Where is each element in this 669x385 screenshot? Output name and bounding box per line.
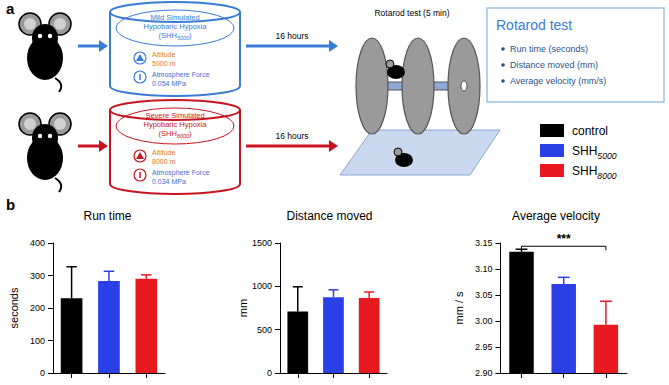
svg-text:Hypobaric Hypoxia: Hypobaric Hypoxia [144, 22, 208, 31]
svg-text:a: a [6, 0, 15, 17]
svg-text:***: *** [557, 232, 571, 246]
svg-text:Average velocity (mm/s): Average velocity (mm/s) [510, 76, 606, 86]
svg-text:b: b [6, 196, 15, 213]
svg-text:Mild Simulated: Mild Simulated [150, 13, 199, 22]
svg-text:5000 m: 5000 m [152, 60, 176, 67]
svg-text:mm: mm [237, 299, 249, 317]
svg-text:Atmosphere Force: Atmosphere Force [152, 71, 210, 79]
svg-text:Hypobaric Hypoxia: Hypobaric Hypoxia [144, 120, 208, 129]
svg-text:mm / s: mm / s [453, 291, 465, 324]
svg-text:Run time (seconds): Run time (seconds) [510, 44, 588, 54]
svg-text:200: 200 [30, 303, 45, 313]
svg-text:2.90: 2.90 [475, 368, 493, 378]
svg-text:control: control [572, 124, 608, 138]
svg-text:1000: 1000 [252, 281, 272, 291]
svg-text:3.10: 3.10 [475, 264, 493, 274]
svg-text:3.05: 3.05 [475, 290, 493, 300]
svg-text:16 hours: 16 hours [275, 31, 308, 41]
svg-text:Altitude: Altitude [152, 149, 175, 156]
svg-text:0.054 MPa: 0.054 MPa [152, 80, 186, 87]
svg-text:8000 m: 8000 m [152, 158, 176, 165]
svg-text:1500: 1500 [252, 238, 272, 248]
svg-text:(SHH8000): (SHH8000) [159, 129, 192, 139]
svg-text:16 hours: 16 hours [275, 131, 308, 141]
svg-text:Altitude: Altitude [152, 51, 175, 58]
svg-text:0.034 MPa: 0.034 MPa [152, 178, 186, 185]
svg-text:100: 100 [30, 336, 45, 346]
svg-text:0: 0 [40, 368, 45, 378]
svg-text:Distance moved (mm): Distance moved (mm) [510, 60, 598, 70]
svg-text:3.00: 3.00 [475, 316, 493, 326]
svg-text:seconds: seconds [8, 287, 20, 328]
svg-text:Rotarod test: Rotarod test [496, 17, 572, 33]
svg-text:500: 500 [257, 325, 272, 335]
svg-text:Distance moved: Distance moved [286, 209, 372, 223]
svg-text:2.95: 2.95 [475, 342, 493, 352]
svg-text:Average velocity: Average velocity [512, 209, 600, 223]
svg-text:Rotarod test (5 min): Rotarod test (5 min) [374, 8, 449, 18]
svg-text:3.15: 3.15 [475, 238, 493, 248]
svg-text:(SHH5000): (SHH5000) [159, 31, 192, 41]
svg-text:400: 400 [30, 238, 45, 248]
svg-text:SHH5000: SHH5000 [572, 144, 617, 161]
svg-text:300: 300 [30, 271, 45, 281]
svg-text:Severe Simulated: Severe Simulated [145, 111, 204, 120]
svg-text:SHH8000: SHH8000 [572, 164, 617, 181]
svg-text:0: 0 [267, 368, 272, 378]
svg-text:Run time: Run time [83, 209, 131, 223]
svg-text:Atmosphere Force: Atmosphere Force [152, 169, 210, 177]
